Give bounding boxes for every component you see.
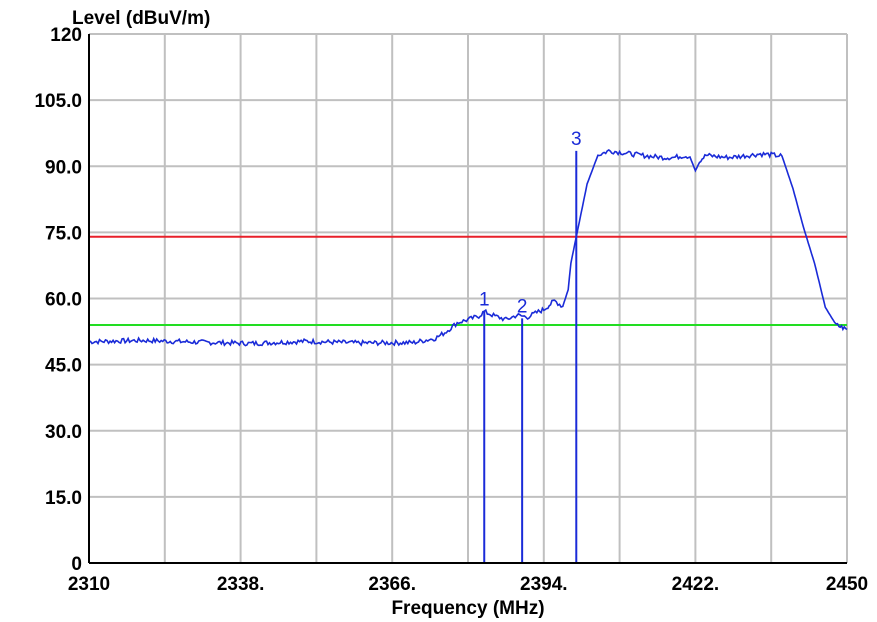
y-tick-label: 60.0 bbox=[45, 290, 82, 311]
x-tick-label: 2338. bbox=[217, 574, 265, 595]
marker-layer: 1 2 3 bbox=[479, 129, 582, 563]
x-tick-label: 2450 bbox=[826, 574, 868, 595]
limit-lines bbox=[89, 235, 847, 326]
x-tick-label: 2422. bbox=[672, 574, 720, 595]
y-tick-label: 45.0 bbox=[45, 356, 82, 377]
marker-1-label: 1 bbox=[479, 290, 490, 311]
x-tick-label: 2366. bbox=[368, 574, 416, 595]
y-tick-labels: 0 15.0 30.0 45.0 60.0 75.0 90.0 105.0 120 bbox=[34, 25, 82, 575]
marker-2-label: 2 bbox=[517, 296, 528, 317]
spectrum-trace bbox=[88, 149, 848, 347]
x-tick-label: 2394. bbox=[520, 574, 568, 595]
y-axis-title: Level (dBuV/m) bbox=[72, 8, 210, 29]
x-tick-labels: 2310 2338. 2366. 2394. 2422. 2450 bbox=[68, 574, 868, 595]
y-tick-label: 30.0 bbox=[45, 422, 82, 443]
x-axis-title: Frequency (MHz) bbox=[391, 598, 544, 619]
y-tick-label: 15.0 bbox=[45, 488, 82, 509]
y-tick-label: 75.0 bbox=[45, 223, 82, 244]
y-tick-label: 0 bbox=[71, 554, 82, 575]
axes bbox=[88, 34, 847, 564]
y-tick-label: 120 bbox=[50, 25, 82, 46]
y-tick-label: 90.0 bbox=[45, 157, 82, 178]
y-tick-label: 105.0 bbox=[34, 91, 82, 112]
trace-layer bbox=[88, 149, 848, 347]
x-tick-label: 2310 bbox=[68, 574, 110, 595]
marker-3-label: 3 bbox=[571, 129, 582, 150]
